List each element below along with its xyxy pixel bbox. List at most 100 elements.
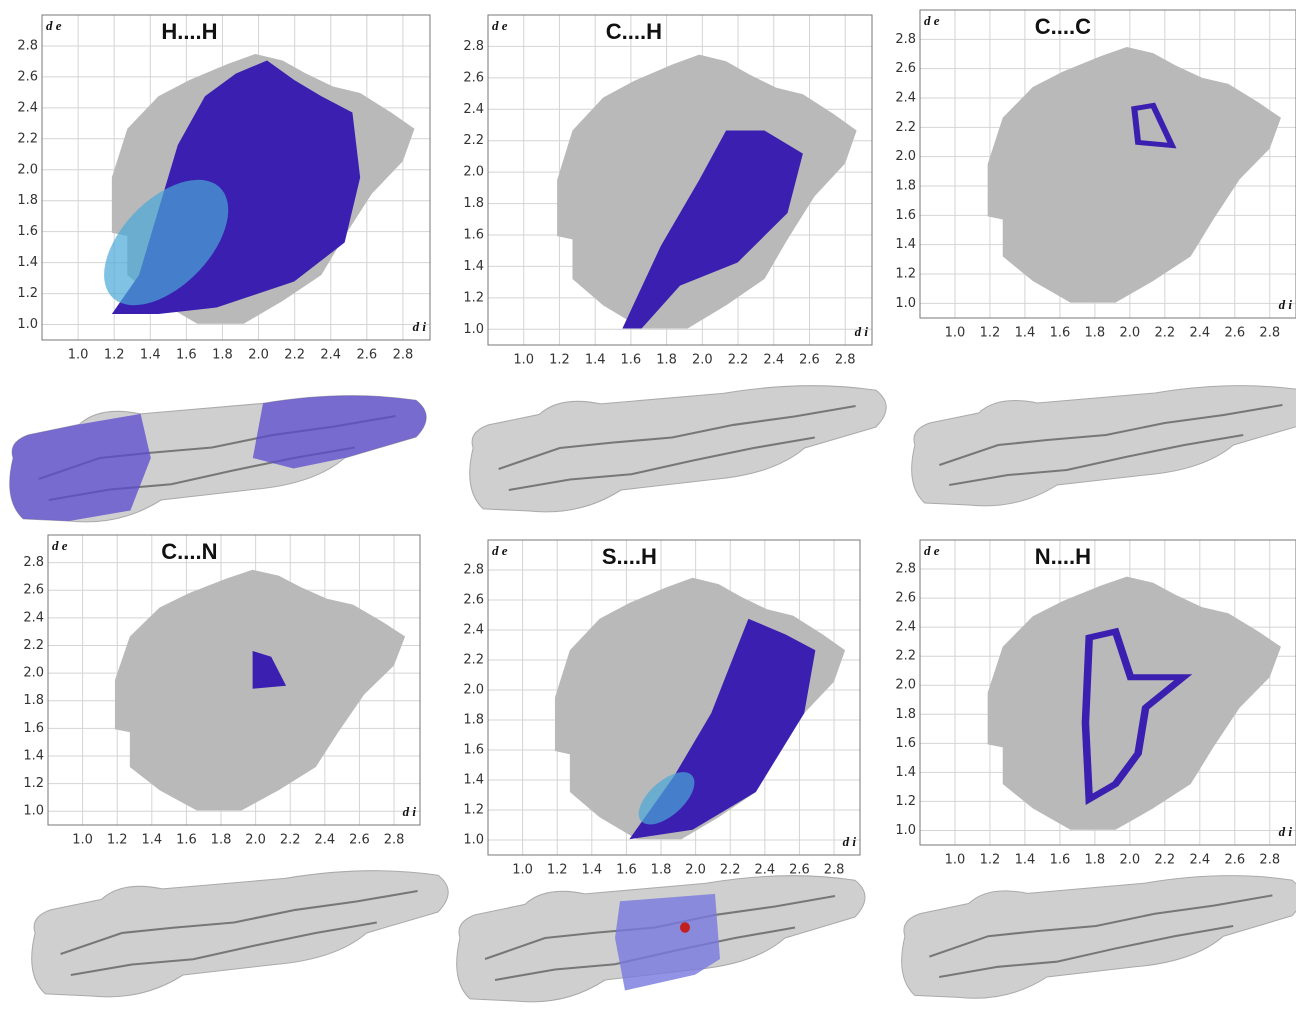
x-tick-label: 1.0 xyxy=(513,353,534,368)
y-tick-label: 1.0 xyxy=(895,296,916,311)
y-axis-label: d e xyxy=(924,543,940,558)
y-tick-label: 2.6 xyxy=(463,593,484,608)
y-tick-label: 1.2 xyxy=(895,267,916,282)
molecule-surface xyxy=(8,394,428,523)
y-tick-label: 1.6 xyxy=(463,743,484,758)
y-tick-label: 2.2 xyxy=(23,638,44,653)
molecule-surface xyxy=(900,874,1296,1000)
molecule xyxy=(900,874,1296,1000)
y-tick-label: 1.2 xyxy=(23,776,44,791)
y-tick-label: 1.0 xyxy=(23,804,44,819)
y-tick-label: 1.2 xyxy=(463,290,484,305)
chart-title: C....N xyxy=(161,539,217,564)
x-tick-label: 2.4 xyxy=(1189,326,1210,341)
panel: 1.0 1.2 1.4 1.6 1.8 2.0 2.2 2.4 2.6 2.8 1.0 1.2 1.4 1… xyxy=(463,539,861,878)
y-tick-label: 2.8 xyxy=(17,38,38,53)
plot-frame xyxy=(919,539,1296,846)
x-tick-label: 2.0 xyxy=(1120,853,1141,868)
chart-title: C....C xyxy=(1035,14,1091,39)
surface-patch xyxy=(252,395,427,469)
y-tick-label: 1.4 xyxy=(895,237,916,252)
molecule xyxy=(468,384,888,513)
y-tick-label: 2.0 xyxy=(463,165,484,180)
plot-frame xyxy=(487,539,861,856)
x-tick-label: 1.2 xyxy=(980,326,1001,341)
x-tick-label: 2.8 xyxy=(824,863,845,878)
x-tick-label: 2.2 xyxy=(1154,326,1175,341)
x-axis-label: d i xyxy=(843,834,857,849)
y-tick-label: 1.8 xyxy=(17,193,38,208)
x-tick-label: 1.4 xyxy=(1015,326,1036,341)
y-tick-label: 2.6 xyxy=(895,591,916,606)
y-tick-label: 1.6 xyxy=(895,736,916,751)
y-tick-label: 1.4 xyxy=(17,255,38,270)
x-axis-label: d i xyxy=(403,804,417,819)
x-tick-label: 2.6 xyxy=(1224,853,1245,868)
panel: 1.0 1.2 1.4 1.6 1.8 2.0 2.2 2.4 2.6 2.8 1.0 1.2 1.4 1… xyxy=(23,534,421,848)
y-tick-label: 1.0 xyxy=(895,823,916,838)
x-tick-label: 1.6 xyxy=(616,863,637,878)
x-tick-label: 2.0 xyxy=(245,833,266,848)
x-tick-label: 2.0 xyxy=(1120,326,1141,341)
molecule-surface xyxy=(30,869,450,998)
x-axis-label: d i xyxy=(855,324,869,339)
y-tick-label: 1.0 xyxy=(463,833,484,848)
y-tick-label: 2.4 xyxy=(17,100,38,115)
x-tick-label: 1.8 xyxy=(651,863,672,878)
y-axis-label: d e xyxy=(492,18,508,33)
x-tick-label: 1.0 xyxy=(72,833,93,848)
y-tick-label: 1.6 xyxy=(23,721,44,736)
x-tick-label: 2.2 xyxy=(720,863,741,878)
chart-title: C....H xyxy=(606,19,662,44)
x-tick-label: 1.0 xyxy=(945,853,966,868)
molecule-surface xyxy=(455,874,867,1003)
x-tick-label: 1.2 xyxy=(549,353,570,368)
x-tick-label: 1.6 xyxy=(176,348,197,363)
x-tick-label: 1.6 xyxy=(1050,853,1071,868)
chart-title: H....H xyxy=(161,19,217,44)
contact-spot xyxy=(680,922,690,933)
chart-title: S....H xyxy=(602,544,657,569)
y-tick-label: 2.0 xyxy=(895,149,916,164)
chart-title: N....H xyxy=(1035,544,1091,569)
surface-patch xyxy=(615,893,720,991)
x-tick-label: 1.4 xyxy=(140,348,161,363)
y-tick-label: 1.2 xyxy=(17,286,38,301)
x-tick-label: 2.2 xyxy=(728,353,749,368)
y-tick-label: 2.0 xyxy=(463,683,484,698)
panel: 1.0 1.2 1.4 1.6 1.8 2.0 2.2 2.4 2.6 2.8 1.0 1.2 1.4 1… xyxy=(17,14,431,363)
x-tick-label: 1.0 xyxy=(68,348,89,363)
y-tick-label: 2.6 xyxy=(23,583,44,598)
x-tick-label: 2.0 xyxy=(248,348,269,363)
y-tick-label: 1.8 xyxy=(463,713,484,728)
y-tick-label: 1.8 xyxy=(895,179,916,194)
y-tick-label: 2.0 xyxy=(895,678,916,693)
y-tick-label: 1.4 xyxy=(895,765,916,780)
x-tick-label: 1.8 xyxy=(211,833,232,848)
plot-frame xyxy=(41,14,431,341)
y-axis-label: d e xyxy=(924,13,940,28)
panel: 1.0 1.2 1.4 1.6 1.8 2.0 2.2 2.4 2.6 2.8 1.0 1.2 1.4 1… xyxy=(463,14,873,368)
x-tick-label: 2.4 xyxy=(320,348,341,363)
y-tick-label: 2.0 xyxy=(23,666,44,681)
x-tick-label: 2.4 xyxy=(314,833,335,848)
plot-frame xyxy=(487,14,873,346)
x-tick-label: 2.6 xyxy=(1224,326,1245,341)
y-tick-label: 2.8 xyxy=(895,32,916,47)
y-tick-label: 2.2 xyxy=(17,131,38,146)
y-tick-label: 1.4 xyxy=(463,259,484,274)
y-tick-label: 2.2 xyxy=(463,133,484,148)
y-tick-label: 1.2 xyxy=(895,794,916,809)
x-tick-label: 1.8 xyxy=(656,353,677,368)
y-tick-label: 1.0 xyxy=(17,317,38,332)
x-tick-label: 1.6 xyxy=(176,833,197,848)
surface-patch xyxy=(9,413,151,521)
molecule-surface xyxy=(468,384,888,513)
x-tick-label: 2.6 xyxy=(349,833,370,848)
y-axis-label: d e xyxy=(492,543,508,558)
y-tick-label: 1.0 xyxy=(463,322,484,337)
x-tick-label: 1.2 xyxy=(547,863,568,878)
y-tick-label: 2.2 xyxy=(463,653,484,668)
molecule-surface xyxy=(910,384,1296,507)
x-tick-label: 1.8 xyxy=(1085,326,1106,341)
